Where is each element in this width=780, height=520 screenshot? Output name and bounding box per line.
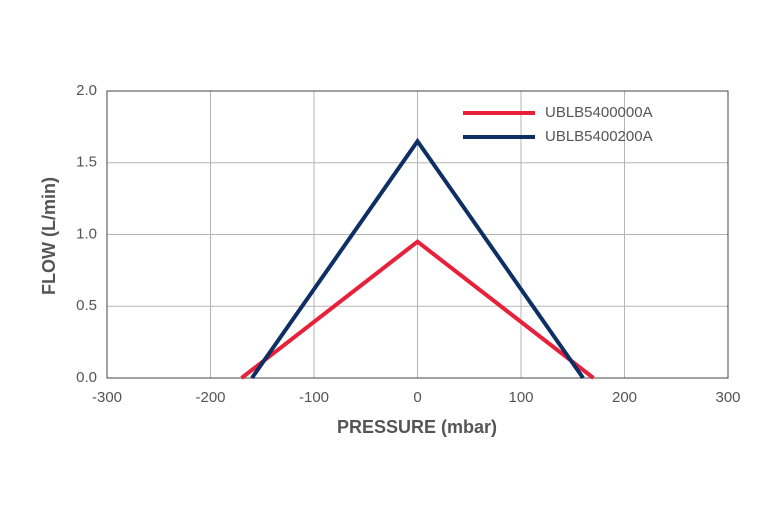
x-tick-label: -100 [299, 389, 329, 406]
x-tick-label: 300 [715, 389, 740, 406]
y-axis-title: FLOW (L/min) [39, 177, 59, 295]
x-tick-label: -300 [92, 389, 122, 406]
y-tick-label: 0.5 [76, 297, 97, 314]
plot-frame [106, 90, 729, 379]
data-line [240, 239, 595, 380]
y-tick-label: 1.5 [76, 154, 97, 171]
legend-label: UBLB5400000A [545, 104, 653, 121]
data-line [250, 137, 585, 380]
x-tick-label: 100 [508, 389, 533, 406]
x-axis-title: PRESSURE (mbar) [337, 417, 497, 437]
y-tick-label: 1.0 [76, 225, 97, 242]
legend-label: UBLB5400200A [545, 128, 653, 145]
y-tick-label: 0.0 [76, 369, 97, 386]
x-tick-label: 0 [413, 389, 421, 406]
y-tick-label: 2.0 [76, 82, 97, 99]
x-tick-label: 200 [612, 389, 637, 406]
x-tick-label: -200 [195, 389, 225, 406]
